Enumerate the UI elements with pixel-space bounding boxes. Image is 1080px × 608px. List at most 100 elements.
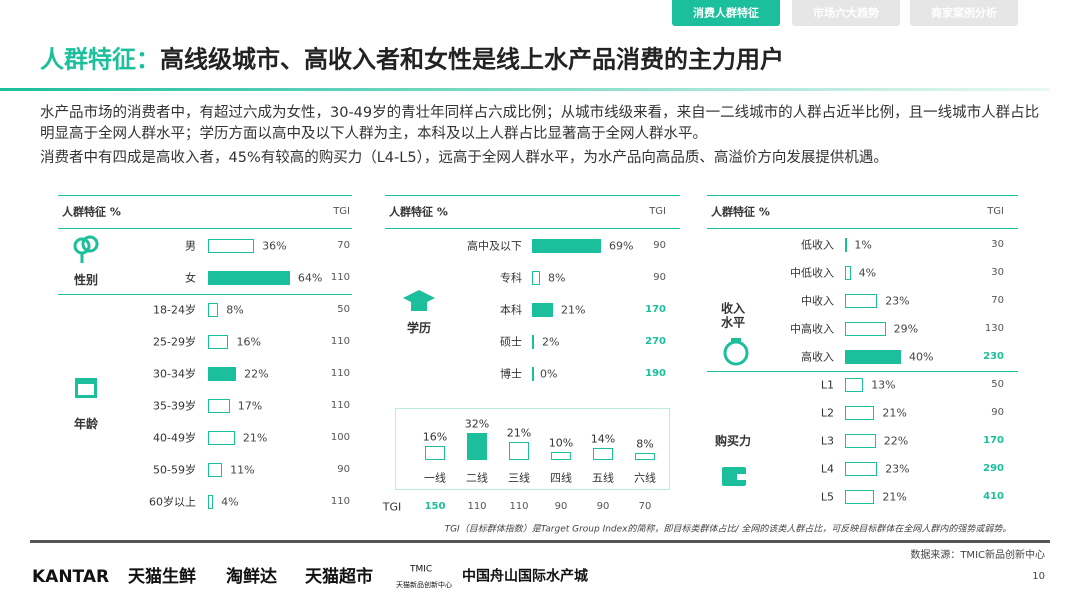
page-number: 10 <box>1032 571 1045 582</box>
bar-label: 21% <box>561 303 586 317</box>
footer-logo: 中国舟山国际水产城 <box>462 568 588 585</box>
bar <box>532 271 540 285</box>
tgi-header: TGI <box>987 206 1004 217</box>
panel-rule <box>385 195 680 196</box>
tgi-value: 70 <box>991 295 1004 306</box>
tgi-value: 410 <box>983 491 1004 502</box>
tab-label: 消费人群特征 <box>693 6 759 20</box>
tgi-value: 110 <box>330 272 350 283</box>
bar-label: 0% <box>540 367 558 381</box>
row-name: 40-49岁 <box>153 431 196 445</box>
bar-label: 21% <box>882 406 907 420</box>
tgi-value: 290 <box>983 463 1004 474</box>
tgi-value: 30 <box>991 267 1004 278</box>
tgi-header: TGI <box>649 206 666 217</box>
tgi-value: 50 <box>991 379 1004 390</box>
bar <box>845 434 876 448</box>
tier-value-label: 14% <box>590 432 616 446</box>
footer-logo: 天猫新品创新中心 <box>396 580 452 589</box>
row-name: 博士 <box>500 367 522 381</box>
row-name: 18-24岁 <box>153 303 196 317</box>
bar-label: 11% <box>230 463 255 477</box>
group-label: 性别 <box>73 272 99 287</box>
row-name: 30-34岁 <box>153 367 196 381</box>
tgi-value: 270 <box>645 336 666 347</box>
tier-category: 一线 <box>424 471 446 485</box>
bar-label: 13% <box>871 378 896 392</box>
row-name: 硕士 <box>500 335 522 349</box>
group-divider <box>707 371 1018 372</box>
row-name: 50-59岁 <box>153 463 196 477</box>
row-name: 女 <box>185 271 196 285</box>
bar-label: 36% <box>262 239 287 253</box>
tier-bar <box>467 432 487 460</box>
group-label: 收入水平 <box>720 301 745 330</box>
paragraph: 水产品市场的消费者中，有超过六成为女性，30-49岁的青壮年同样占六成比例；从城… <box>40 105 1040 142</box>
money-icon <box>723 338 749 366</box>
row-name: L3 <box>820 434 834 448</box>
footer-logo: TMIC <box>410 564 433 575</box>
bar <box>845 322 886 336</box>
panel-header: 人群特征 % <box>62 205 121 219</box>
row-name: 60岁以上 <box>149 495 196 509</box>
tgi-value: 110 <box>330 400 350 411</box>
bar-label: 8% <box>226 303 244 317</box>
tab[interactable] <box>792 0 900 26</box>
bar-label: 22% <box>244 367 269 381</box>
panel-header: 人群特征 % <box>711 205 770 219</box>
tier-bar <box>551 451 571 460</box>
bar-label: 8% <box>548 271 566 285</box>
tgi-row-label: TGI <box>382 500 402 514</box>
paragraph: 消费者中有四成是高收入者，45%有较高的购买力（L4-L5），远高于全网人群水平… <box>40 150 888 166</box>
tier-tgi: 150 <box>424 501 446 512</box>
row-name: L4 <box>820 462 834 476</box>
row-name: 专科 <box>500 271 522 285</box>
row-name: 中高收入 <box>790 322 834 336</box>
footer-logo: 天猫超市 <box>305 566 373 587</box>
bar <box>845 266 851 280</box>
tier-bar <box>593 448 613 460</box>
graduation-icon <box>403 290 435 311</box>
tier-category: 三线 <box>508 471 530 485</box>
tier-value-label: 32% <box>464 417 490 431</box>
bar <box>208 335 229 349</box>
tier-value-label: 10% <box>548 435 574 449</box>
gender-icon <box>73 235 99 263</box>
bar-label: 22% <box>883 434 909 448</box>
bar-label: 23% <box>885 294 910 308</box>
tgi-value: 70 <box>337 240 350 251</box>
tab[interactable] <box>910 0 1018 26</box>
bar-label: 29% <box>893 322 919 336</box>
row-name: 中低收入 <box>790 266 834 280</box>
row-name: 25-29岁 <box>153 335 196 349</box>
tier-value-label: 21% <box>506 426 532 440</box>
tgi-value: 90 <box>991 407 1004 418</box>
title: 高线级城市、高收入者和女性是线上水产品消费的主力用户 <box>160 45 784 74</box>
tier-tgi: 70 <box>638 501 652 512</box>
bar <box>208 495 214 509</box>
tgi-value: 100 <box>330 432 350 443</box>
panel-rule <box>385 228 680 229</box>
bar-label: 4% <box>858 266 877 280</box>
tier-value-label: 8% <box>636 437 654 451</box>
bar <box>845 238 847 252</box>
bar-label: 21% <box>882 490 907 504</box>
footer-logo: 天猫生鲜 <box>128 566 196 587</box>
source: 数据来源：TMIC新品创新中心 <box>910 550 1045 561</box>
panel-rule <box>58 195 352 196</box>
bar-label: 4% <box>221 495 239 509</box>
panel-rule <box>58 228 352 229</box>
row-name: 35-39岁 <box>153 399 196 413</box>
bar <box>845 294 878 308</box>
row-name: L5 <box>820 490 834 504</box>
tier-tgi: 110 <box>509 501 529 512</box>
group-divider <box>58 294 352 295</box>
tab-label: 商家案例分析 <box>931 6 997 20</box>
bar <box>208 239 255 253</box>
tab[interactable] <box>672 0 780 26</box>
tgi-value: 90 <box>653 240 666 251</box>
row-name: 男 <box>185 239 196 253</box>
bar-label: 40% <box>909 350 934 364</box>
tgi-value: 90 <box>337 464 350 475</box>
row-name: 高中及以下 <box>467 239 522 253</box>
